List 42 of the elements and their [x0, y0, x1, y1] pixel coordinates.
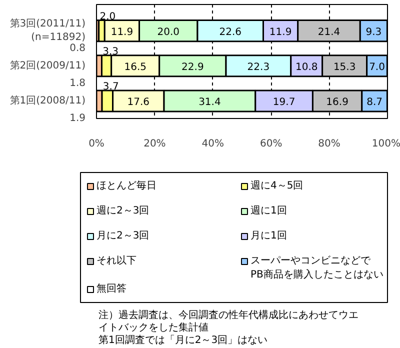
legend-label: 週に1回 [250, 206, 287, 216]
legend-label: スーパーやコンビニなどで PB商品を購入したことはない [250, 256, 384, 280]
data-label: 7.0 [369, 62, 385, 73]
data-label: 19.7 [272, 96, 296, 108]
legend-label: 週に2～3回 [96, 206, 150, 216]
y-tick-label: 第2回(2009/11) [10, 59, 86, 72]
x-tick-label: 20% [144, 138, 166, 150]
data-label: 22.9 [182, 62, 204, 73]
data-label: 31.4 [198, 96, 221, 108]
legend-label: 月に1回 [250, 230, 287, 242]
data-label: 9.3 [366, 26, 382, 38]
data-label: 10.8 [295, 62, 318, 73]
x-tick-label: 40% [202, 138, 224, 150]
y-tick-label: 第1回(2008/11) [10, 94, 86, 106]
data-label: 21.4 [318, 26, 340, 38]
data-label: 22.6 [219, 26, 242, 38]
x-tick-label: 0% [88, 138, 104, 150]
legend-label: 無回答 [96, 282, 126, 294]
text: 注）過去調査は、今回調査の性年代構成比にあわせてウエイトバックをした集計値 [98, 309, 358, 334]
data-label: 16.5 [124, 62, 146, 73]
x-tick-label: 60% [260, 138, 282, 150]
data-label: 8.7 [366, 96, 383, 108]
legend-label: 月に2～3回 [96, 230, 150, 242]
data-label: 1.8 [70, 78, 86, 89]
data-label: 1.9 [70, 113, 86, 124]
text: 第1回調査では「月に2～3回」はない [98, 334, 268, 346]
data-label: 2.0 [100, 12, 116, 23]
data-label: 3.7 [102, 82, 119, 93]
data-label: 16.9 [326, 96, 348, 108]
y-tick-label: 第3回(2011/11) (n=11892) [10, 18, 86, 43]
data-label: 11.9 [110, 26, 134, 38]
data-label: 20.0 [157, 26, 180, 38]
data-label: 17.6 [127, 96, 150, 108]
x-tick-label: 80% [318, 138, 340, 150]
data-label: 22.3 [247, 62, 270, 73]
x-tick-label: 100% [372, 138, 400, 150]
legend-label: 週に4～5回 [250, 180, 304, 192]
data-label: 11.9 [269, 26, 292, 38]
legend-label: ほとんど毎日 [96, 180, 156, 192]
legend-label: それ以下 [96, 254, 136, 266]
data-label: 15.3 [333, 62, 356, 73]
data-label: 0.8 [70, 42, 86, 54]
